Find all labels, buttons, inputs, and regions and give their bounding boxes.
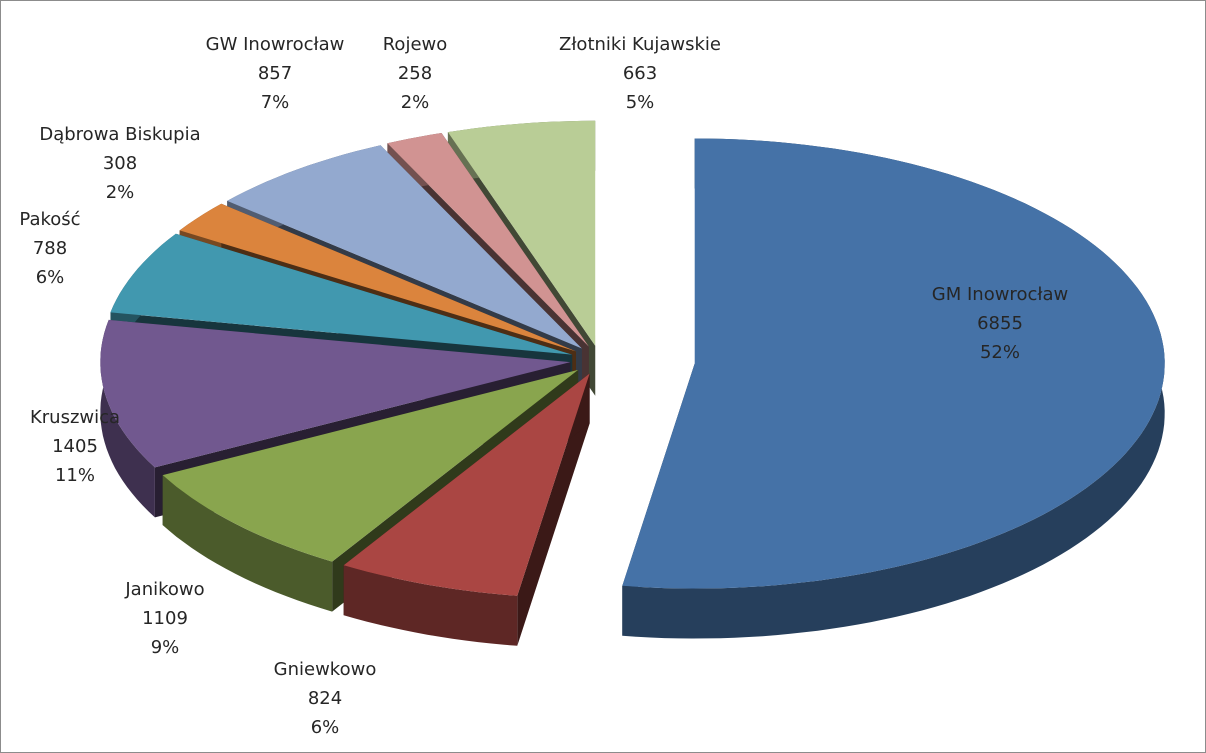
data-label-value: 1109 [142, 608, 188, 629]
slice [162, 369, 579, 562]
slice-side [100, 319, 155, 518]
data-label-name: Rojewo [383, 34, 448, 55]
slice-side [343, 565, 518, 646]
data-label-name: Pakość [19, 209, 80, 230]
data-label-percent: 11% [55, 465, 95, 486]
data-label-percent: 5% [626, 92, 655, 113]
data-label-percent: 2% [106, 182, 135, 203]
data-label-value: 824 [308, 688, 342, 709]
data-label-name: Złotniki Kujawskie [559, 34, 721, 55]
data-label-percent: 52% [980, 342, 1020, 363]
slice [110, 233, 573, 355]
slice [447, 120, 596, 346]
data-label-percent: 2% [401, 92, 430, 113]
data-label-name: Janikowo [124, 579, 204, 600]
data-label-name: GM Inowrocław [932, 284, 1068, 305]
slice-side [622, 138, 1165, 639]
data-label-value: 663 [623, 63, 657, 84]
data-label-name: GW Inowrocław [206, 34, 345, 55]
slice-side [162, 475, 333, 612]
data-label-percent: 6% [36, 267, 65, 288]
slice [622, 138, 1165, 589]
data-label-name: Kruszwica [30, 407, 120, 428]
data-label-value: 6855 [977, 313, 1023, 334]
slice-tops [100, 120, 1165, 596]
data-label-percent: 9% [151, 637, 180, 658]
data-label-percent: 6% [311, 717, 340, 738]
slice-wall [517, 373, 590, 646]
slice [100, 319, 571, 468]
slice [343, 373, 590, 596]
data-label-percent: 7% [261, 92, 290, 113]
slice [227, 145, 582, 349]
slice [387, 133, 589, 347]
data-label-name: Gniewkowo [274, 659, 377, 680]
data-label-name: Dąbrowa Biskupia [39, 124, 200, 145]
data-label-value: 258 [398, 63, 432, 84]
slice [179, 203, 576, 352]
data-label-value: 308 [103, 153, 137, 174]
data-label-value: 857 [258, 63, 292, 84]
data-label-value: 788 [33, 238, 67, 259]
data-label-value: 1405 [52, 436, 98, 457]
